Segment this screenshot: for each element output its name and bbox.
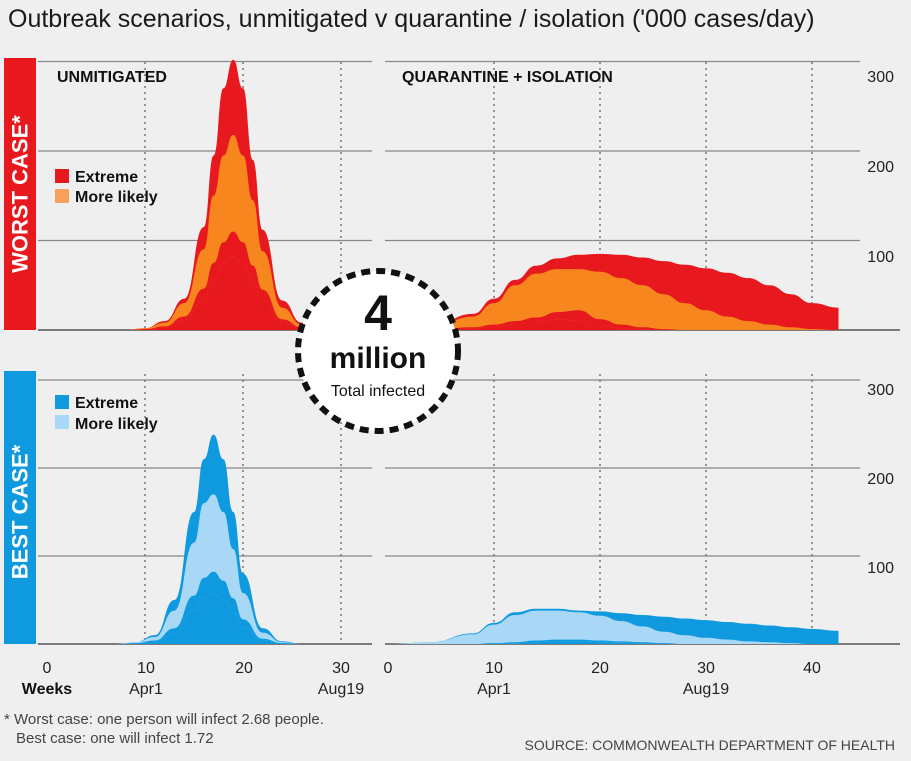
legend-swatch-best-extreme <box>55 395 69 409</box>
worst-case-label: WORST CASE* <box>8 115 33 273</box>
x-axis-ticks: 0 10 20 30 0 10 20 30 40 Weeks Apr1 Aug1… <box>22 660 821 698</box>
x-axis-title: Weeks <box>22 681 73 698</box>
x-tick-label: 10 <box>485 660 503 677</box>
worst-quarantine-area-more-likely <box>388 269 839 330</box>
x-date-label: Apr1 <box>477 681 511 698</box>
footnote-line-1: * Worst case: one person will infect 2.6… <box>4 711 324 728</box>
badge-word: million <box>330 342 427 375</box>
source-note: SOURCE: COMMONWEALTH DEPARTMENT OF HEALT… <box>524 737 895 753</box>
best-case-label: BEST CASE* <box>8 444 33 579</box>
total-infected-badge: 4 million Total infected <box>295 268 461 434</box>
x-tick-label: 10 <box>137 660 155 677</box>
best-case-bar <box>4 371 36 644</box>
x-tick-label: 0 <box>384 660 393 677</box>
gridlines <box>38 58 900 660</box>
legend-swatch-worst-more-likely <box>55 189 69 203</box>
legend-swatch-best-more-likely <box>55 415 69 429</box>
x-date-label: Aug19 <box>683 681 729 698</box>
y-tick-label: 100 <box>867 249 894 266</box>
y-tick-label: 300 <box>867 382 894 399</box>
x-tick-label: 20 <box>591 660 609 677</box>
badge-caption: Total infected <box>331 383 425 400</box>
legend-label-worst-extreme: Extreme <box>75 169 138 186</box>
panel-title-unmitigated: UNMITIGATED <box>57 69 167 86</box>
x-tick-label: 40 <box>803 660 821 677</box>
worst-case-bar <box>4 58 36 330</box>
legend-label-best-more-likely: More likely <box>75 416 158 433</box>
chart-title: Outbreak scenarios, unmitigated v quaran… <box>8 5 815 33</box>
x-date-label: Apr1 <box>129 681 163 698</box>
best-unmitigated-area-extreme-inner <box>47 571 302 644</box>
badge-number: 4 <box>364 285 392 341</box>
legend-worst: Extreme More likely <box>55 169 158 206</box>
best-quarantine-area-extreme-inner <box>388 639 839 644</box>
y-axis-ticks: 300 200 100 300 200 100 <box>867 69 894 577</box>
y-tick-label: 200 <box>867 471 894 488</box>
areas <box>47 59 839 644</box>
best-quarantine-area-more-likely <box>388 610 839 644</box>
x-tick-label: 20 <box>235 660 253 677</box>
y-tick-label: 200 <box>867 159 894 176</box>
footnote-line-2: Best case: one will infect 1.72 <box>16 730 214 747</box>
x-tick-label: 30 <box>697 660 715 677</box>
legend-swatch-worst-extreme <box>55 169 69 183</box>
legend-label-worst-more-likely: More likely <box>75 189 158 206</box>
worst-quarantine-area-extreme-inner <box>388 310 839 330</box>
legend-label-best-extreme: Extreme <box>75 395 138 412</box>
y-tick-label: 300 <box>867 69 894 86</box>
legend-best: Extreme More likely <box>55 395 158 433</box>
x-date-label: Aug19 <box>318 681 364 698</box>
x-tick-label: 0 <box>43 660 52 677</box>
panel-title-quarantine: QUARANTINE + ISOLATION <box>402 69 613 86</box>
best-unmitigated-area-more-likely <box>47 494 302 644</box>
x-tick-label: 30 <box>332 660 350 677</box>
y-tick-label: 100 <box>867 560 894 577</box>
